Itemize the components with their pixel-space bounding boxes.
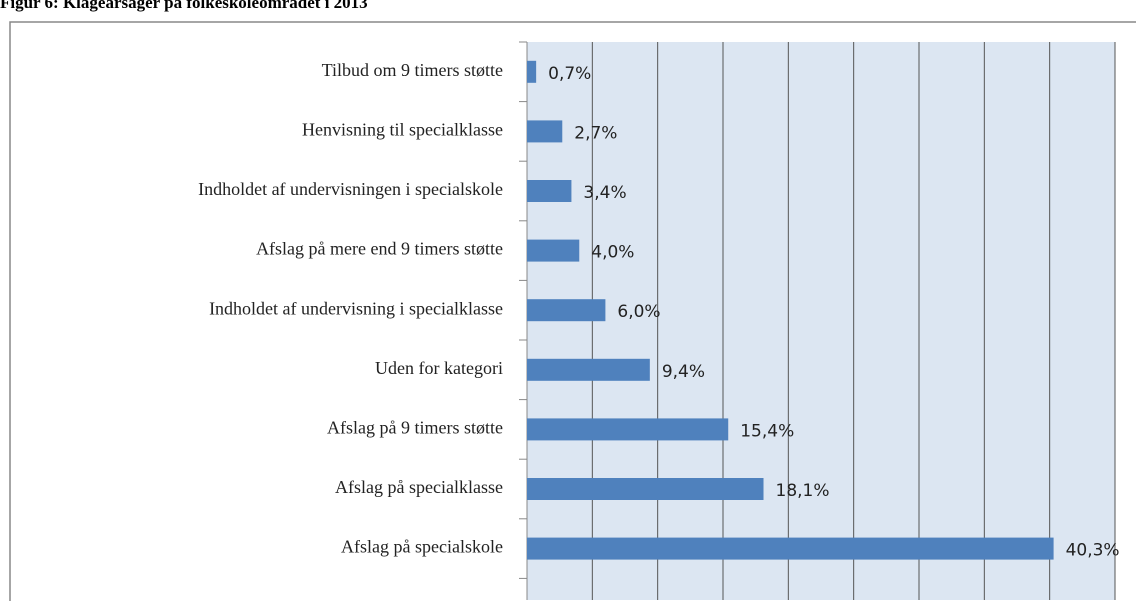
bar — [527, 180, 572, 202]
bar — [527, 537, 1054, 560]
bar — [527, 418, 729, 441]
y-tick-label: Uden for kategori — [375, 358, 503, 378]
y-tick-label: Afslag på specialklasse — [335, 477, 503, 497]
data-label: 6,0% — [617, 302, 660, 322]
chart-title: Figur 6: Klageårsager på folkeskoleområd… — [0, 0, 368, 12]
bar — [527, 239, 580, 262]
bar — [527, 478, 764, 500]
y-tick-label: Afslag på specialskole — [341, 537, 503, 557]
y-tick-label: Tilbud om 9 timers støtte — [322, 60, 503, 80]
data-label: 2,7% — [574, 123, 617, 143]
bar — [527, 60, 537, 83]
plot-area — [527, 42, 1115, 600]
bar — [527, 358, 650, 381]
bar — [527, 120, 563, 143]
bar — [527, 299, 606, 322]
y-tick-label: Afslag på 9 timers støtte — [327, 418, 503, 438]
data-label: 4,0% — [591, 243, 634, 263]
data-label: 18,1% — [776, 481, 830, 501]
y-tick-label: Henvisning til specialklasse — [302, 120, 503, 140]
y-tick-label: Indholdet af undervisning i specialklass… — [209, 298, 503, 318]
data-label: 9,4% — [662, 362, 705, 382]
data-label: 0,7% — [548, 64, 591, 84]
data-label: 3,4% — [583, 183, 626, 203]
y-tick-label: Afslag på mere end 9 timers støtte — [256, 239, 503, 259]
data-label: 40,3% — [1066, 541, 1120, 561]
data-label: 15,4% — [740, 421, 794, 441]
y-tick-label: Indholdet af undervisningen i specialsko… — [198, 179, 503, 199]
